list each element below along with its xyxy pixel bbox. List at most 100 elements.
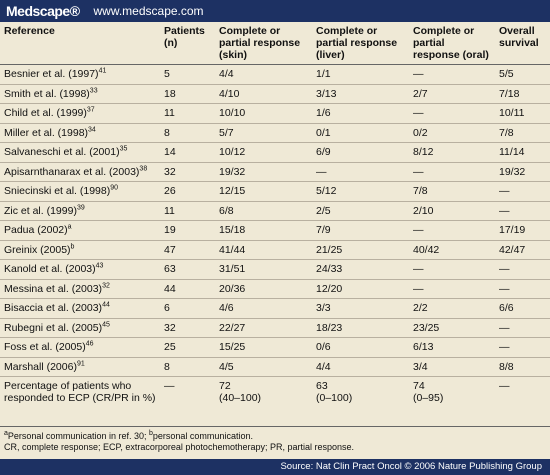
summary-cell: 72 (40–100) xyxy=(215,376,312,427)
footnote-text: personal communication. xyxy=(152,431,253,441)
reference: Miller et al. (1998) xyxy=(4,126,89,139)
reference: Rubegni et al. (2005) xyxy=(4,321,103,334)
table-cell: 8 xyxy=(160,357,215,377)
reference: Marshall (2006) xyxy=(4,360,77,373)
table: Reference Patients (n) Complete or partial… xyxy=(0,22,550,427)
table-cell: 6/8 xyxy=(215,201,312,221)
table-cell: 19/32 xyxy=(495,162,550,182)
table-cell: — xyxy=(312,162,409,182)
table-cell: — xyxy=(495,279,550,299)
table-cell: 7/18 xyxy=(495,84,550,104)
table-cell: — xyxy=(409,279,495,299)
reference: Foss et al. (2005) xyxy=(4,341,86,354)
table-cell: 19/32 xyxy=(215,162,312,182)
table-row: Marshall (2006)91 8 4/5 4/4 3/4 8/8 xyxy=(0,357,550,377)
table-row: Zic et al. (1999)39 11 6/8 2/5 2/10— xyxy=(0,201,550,221)
table-cell: — xyxy=(495,318,550,338)
table-cell: 6/9 xyxy=(312,142,409,163)
reference-cell: Padua (2002)a xyxy=(0,220,160,241)
reference: Messina et al. (2003) xyxy=(4,282,103,295)
reference-number: 32 xyxy=(102,282,110,290)
column-header: Overall survival xyxy=(495,22,550,65)
table-row: Besnier et al. (1997)41 5 4/4 1/1—5/5 xyxy=(0,64,550,85)
reference-cell: Miller et al. (1998)34 xyxy=(0,123,160,143)
table-cell: 25 xyxy=(160,337,215,358)
table-cell: 20/36 xyxy=(215,279,312,299)
summary-row: Percentage of patients who responded to … xyxy=(0,376,550,427)
table-row: Apisarnthanarax et al. (2003)38 32 19/32— —… xyxy=(0,162,550,182)
reference-cell: Rubegni et al. (2005)45 xyxy=(0,318,160,338)
abbreviations: CR, complete response; ECP, extracorpore… xyxy=(4,442,355,452)
table-cell: 4/10 xyxy=(215,84,312,104)
reference-cell: Sniecinski et al. (1998)90 xyxy=(0,181,160,202)
reference: Zic et al. (1999) xyxy=(4,204,77,217)
table-cell: 11 xyxy=(160,103,215,124)
reference-cell: Smith et al. (1998)33 xyxy=(0,84,160,104)
summary-cell: 63 (0–100) xyxy=(312,376,409,427)
reference-cell: Messina et al. (2003)32 xyxy=(0,279,160,299)
table-row: Bisaccia et al. (2003)44 6 4/6 3/3 2/2 6/6 xyxy=(0,298,550,319)
reference-cell: Greinix (2005)b xyxy=(0,240,160,260)
reference-number: 41 xyxy=(98,67,107,75)
table-cell: 2/10 xyxy=(409,201,495,221)
reference-number: 35 xyxy=(119,145,128,153)
reference: Apisarnthanarax et al. (2003) xyxy=(4,165,140,178)
reference-number: 39 xyxy=(76,204,85,212)
url: www.medscape.com xyxy=(93,4,204,18)
table-cell: 18 xyxy=(160,84,215,104)
table-cell: 21/25 xyxy=(312,240,409,260)
table-cell: 40/42 xyxy=(409,240,495,260)
summary-range: (0–95) xyxy=(413,392,444,404)
table-cell: 44 xyxy=(160,279,215,299)
table-cell: 24/33 xyxy=(312,259,409,280)
table-cell: 15/25 xyxy=(215,337,312,358)
table-cell: — xyxy=(495,259,550,280)
footnote-text: Personal communication in ref. 30; xyxy=(7,431,147,441)
table-cell: 0/1 xyxy=(312,123,409,143)
table-cell: 12/20 xyxy=(312,279,409,299)
table-cell: 1/1 xyxy=(312,64,409,85)
reference-number: 46 xyxy=(85,340,94,348)
table-cell: — xyxy=(495,376,550,427)
table-cell: — xyxy=(409,64,495,85)
table-row: Miller et al. (1998)34 8 5/7 0/1 0/2 7/8 xyxy=(0,123,550,143)
reference: Padua (2002) xyxy=(4,224,68,237)
summary-label: Percentage of patients who responded to … xyxy=(0,376,160,427)
table-cell: 19 xyxy=(160,220,215,241)
table-cell: 23/25 xyxy=(409,318,495,338)
summary-value: 74 xyxy=(413,380,425,392)
table-cell: 17/19 xyxy=(495,220,550,241)
table-cell: — xyxy=(409,103,495,124)
column-header: Patients (n) xyxy=(160,22,215,65)
reference-cell: Zic et al. (1999)39 xyxy=(0,201,160,221)
footnotes: aPersonal communication in ref. 30; bper… xyxy=(4,430,546,442)
table-cell: 4/4 xyxy=(312,357,409,377)
table-cell: 7/8 xyxy=(409,181,495,202)
table-cell: 10/11 xyxy=(495,103,550,124)
reference-number: b xyxy=(70,243,75,251)
reference-cell: Salvaneschi et al. (2001)35 xyxy=(0,142,160,163)
notes: aPersonal communication in ref. 30; bper… xyxy=(0,427,550,453)
table-cell: 2/7 xyxy=(409,84,495,104)
table-cell: — xyxy=(495,181,550,202)
reference-cell: Marshall (2006)91 xyxy=(0,357,160,377)
table-cell: 1/6 xyxy=(312,103,409,124)
reference-cell: Bisaccia et al. (2003)44 xyxy=(0,298,160,319)
header-row: Reference Patients (n) Complete or partial… xyxy=(0,22,550,65)
table-cell: 0/6 xyxy=(312,337,409,358)
table-cell: 14 xyxy=(160,142,215,163)
table-row: Greinix (2005)b 47 41/44 21/25 40/42 42/47 xyxy=(0,240,550,260)
table-cell: 4/4 xyxy=(215,64,312,85)
table-cell: 7/8 xyxy=(495,123,550,143)
reference-cell: Apisarnthanarax et al. (2003)38 xyxy=(0,162,160,182)
table-row: Sniecinski et al. (1998)90 26 12/15 5/12 7/8… xyxy=(0,181,550,202)
table-cell: 10/10 xyxy=(215,103,312,124)
table-cell: 4/5 xyxy=(215,357,312,377)
reference: Salvaneschi et al. (2001) xyxy=(4,146,120,159)
reference-number: 91 xyxy=(76,360,85,368)
source: Source: Nat Clin Pract Oncol © 2006 Natu… xyxy=(280,461,542,472)
table-row: Smith et al. (1998)33 18 4/10 3/13 2/7 7/18 xyxy=(0,84,550,104)
column-header: Complete or partial response (skin) xyxy=(215,22,312,65)
table-row: Salvaneschi et al. (2001)35 14 10/12 6/9 8/1… xyxy=(0,142,550,163)
table-cell: 26 xyxy=(160,181,215,202)
